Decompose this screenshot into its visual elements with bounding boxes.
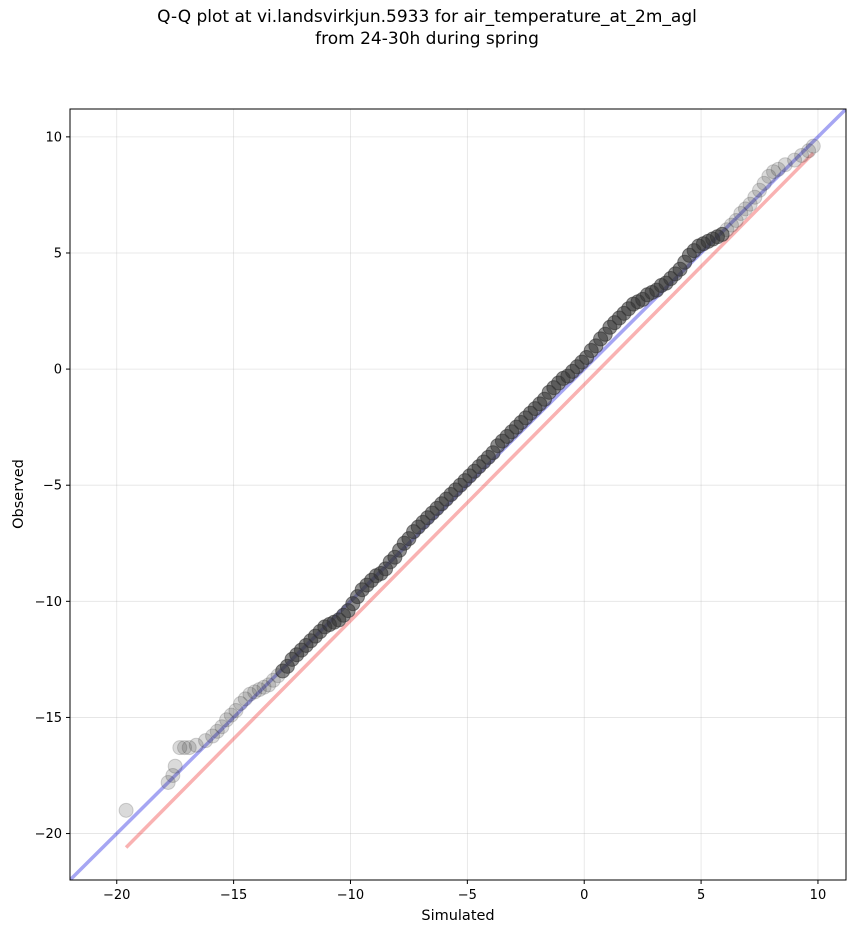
data-point xyxy=(209,723,225,739)
y-tick-label: −15 xyxy=(35,711,62,726)
data-points xyxy=(118,138,821,818)
data-point xyxy=(233,696,249,712)
x-tick-label: 10 xyxy=(810,888,827,903)
fit-line xyxy=(124,151,815,849)
data-point xyxy=(770,161,786,177)
data-point xyxy=(737,201,753,217)
x-tick-label: −20 xyxy=(103,888,130,903)
y-tick-label: −10 xyxy=(35,595,62,610)
axis-ticks: −20 −15 −10 −5 0 5 10 −20 −15 −10 −5 0 5 10 xyxy=(35,130,827,903)
data-point xyxy=(228,702,244,718)
y-tick-label: 5 xyxy=(54,246,62,261)
data-point xyxy=(761,168,777,184)
chart-title: Q-Q plot at vi.landsvirkjun.5933 for air… xyxy=(0,6,854,50)
data-point xyxy=(165,767,181,783)
data-point xyxy=(188,737,204,753)
data-point xyxy=(747,189,763,205)
data-point xyxy=(777,157,793,173)
data-point xyxy=(205,728,221,744)
data-point xyxy=(719,222,735,238)
data-point xyxy=(756,175,772,191)
data-point xyxy=(787,152,803,168)
data-point xyxy=(714,226,730,242)
data-point xyxy=(172,740,188,756)
x-tick-label: 5 xyxy=(697,888,705,903)
chart-title-line-2: from 24-30h during spring xyxy=(315,29,539,49)
data-point xyxy=(198,733,214,749)
data-point xyxy=(167,758,183,774)
data-point xyxy=(256,679,272,695)
y-tick-label: −5 xyxy=(43,479,62,494)
data-point xyxy=(160,774,176,790)
data-point xyxy=(237,691,253,707)
data-point xyxy=(801,143,817,159)
x-axis-label: Simulated xyxy=(421,908,494,924)
data-point xyxy=(728,212,744,228)
data-point xyxy=(733,206,749,222)
data-point xyxy=(214,719,230,735)
data-point xyxy=(242,686,258,702)
data-point xyxy=(805,138,821,154)
data-point xyxy=(219,712,235,728)
plot-frame xyxy=(69,108,847,881)
data-point xyxy=(261,677,277,693)
data-point xyxy=(247,684,263,700)
data-point xyxy=(752,182,768,198)
data-point xyxy=(766,164,782,180)
data-point xyxy=(177,740,193,756)
y-tick-label: 0 xyxy=(54,363,62,378)
data-point xyxy=(181,740,197,756)
x-tick-label: −5 xyxy=(458,888,477,903)
data-point xyxy=(265,672,281,688)
chart-title-line-1: Q-Q plot at vi.landsvirkjun.5933 for air… xyxy=(157,7,697,27)
y-tick-label: 10 xyxy=(45,130,62,145)
x-tick-label: −10 xyxy=(337,888,364,903)
x-tick-label: 0 xyxy=(580,888,588,903)
data-point xyxy=(251,682,267,698)
y-axis-label: Observed xyxy=(11,459,27,529)
data-point xyxy=(742,196,758,212)
data-point xyxy=(223,707,239,723)
data-point xyxy=(723,217,739,233)
data-point xyxy=(118,802,134,818)
data-point xyxy=(794,147,810,163)
x-tick-label: −15 xyxy=(220,888,247,903)
y-tick-label: −20 xyxy=(35,827,62,842)
